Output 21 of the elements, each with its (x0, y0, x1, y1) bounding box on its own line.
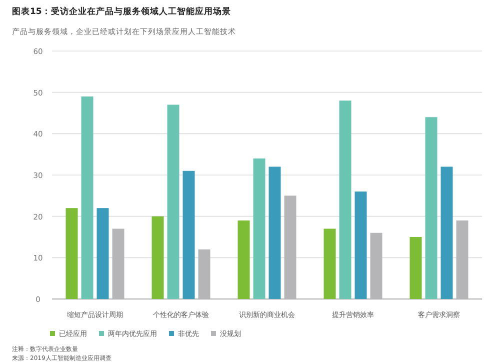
bar (81, 96, 94, 299)
bar (167, 104, 180, 299)
bar (66, 208, 78, 299)
bar (182, 170, 195, 299)
bar (152, 216, 164, 299)
bar (112, 228, 124, 299)
bar (268, 166, 281, 299)
bar (284, 196, 296, 299)
bar (456, 220, 468, 299)
bar (425, 117, 438, 299)
bar (324, 228, 336, 299)
bar (354, 192, 367, 299)
bar (410, 237, 422, 299)
bar (96, 208, 109, 299)
bar (339, 100, 352, 299)
bar (440, 166, 453, 299)
bar (238, 220, 250, 299)
bar (370, 232, 382, 299)
bar (198, 249, 210, 299)
chart-title: 图表15：受访企业在产品与服务领域人工智能应用场景 (12, 6, 231, 17)
bar (253, 158, 266, 299)
